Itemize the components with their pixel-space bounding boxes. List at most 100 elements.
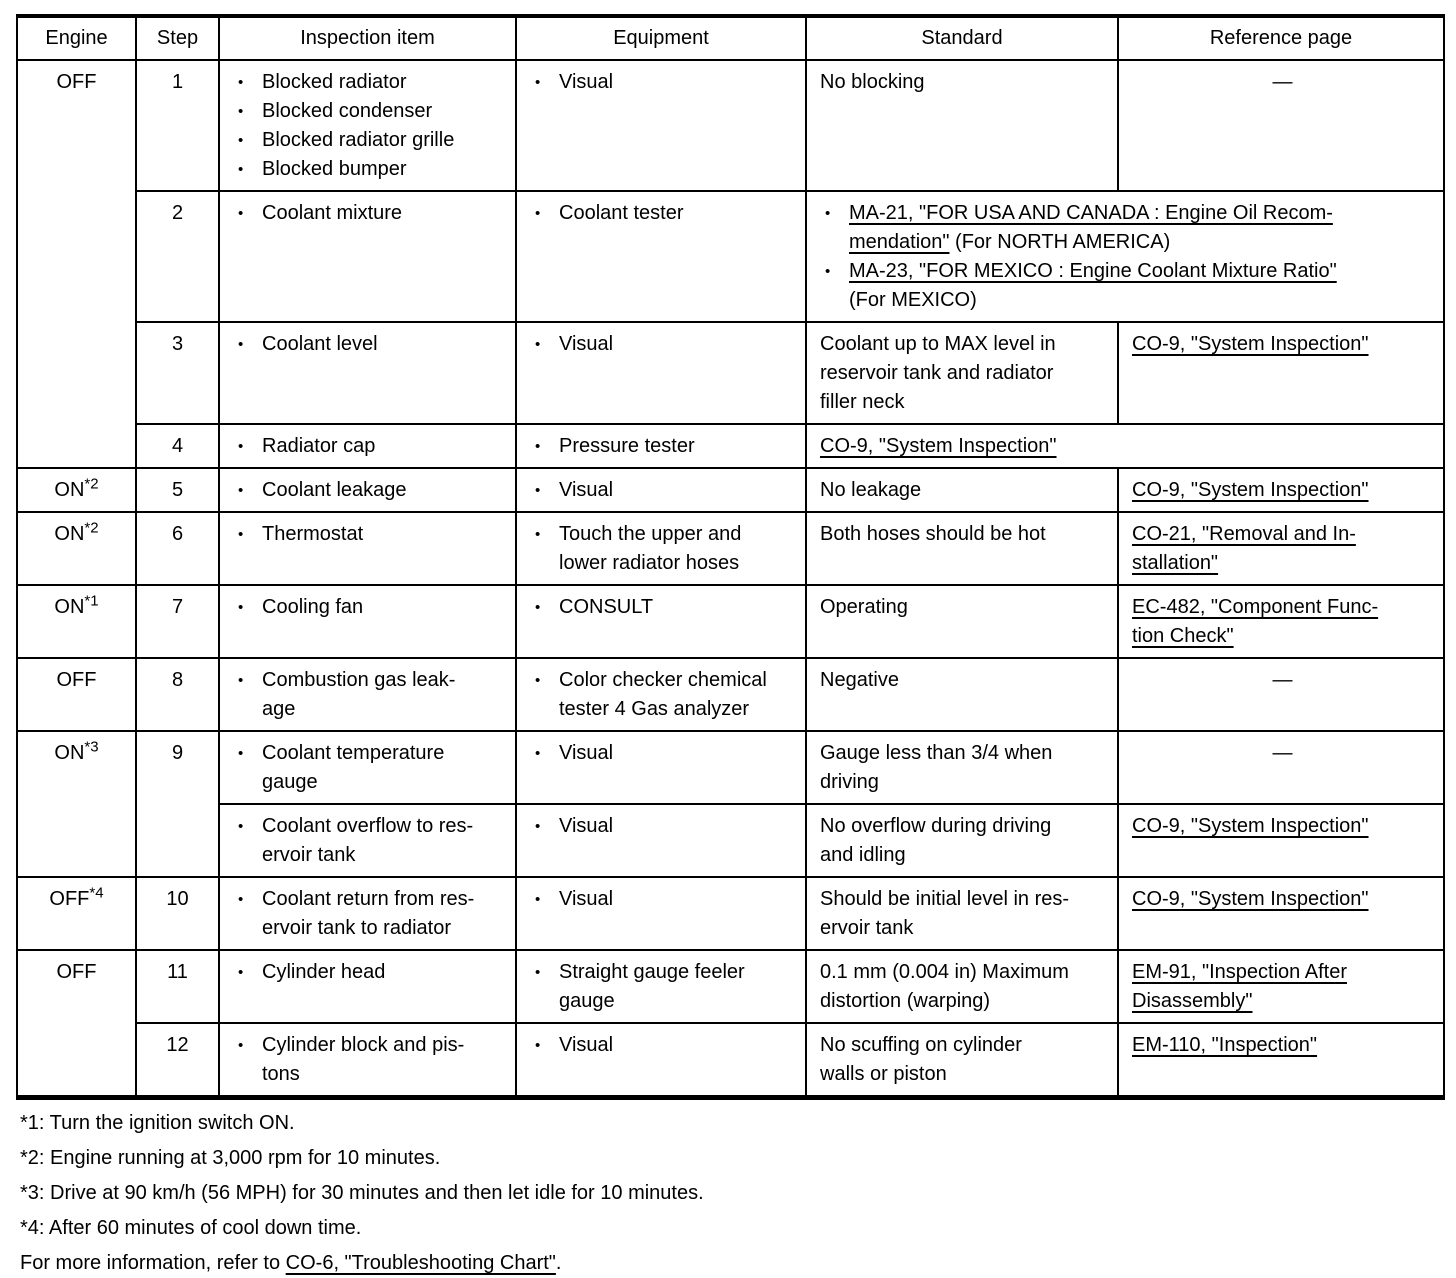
standard-cell: No leakage	[805, 467, 1119, 513]
bullet-text: Coolant mixture	[262, 202, 403, 224]
engine-footnote-marker: *2	[84, 519, 99, 537]
step-cell: 12	[135, 1022, 220, 1099]
reference-text: EM-91, "Inspection After Disassembly"	[1132, 958, 1433, 1016]
engine-state: OFF	[56, 669, 97, 691]
step-number: 6	[171, 523, 184, 545]
step-cell: 1	[135, 59, 220, 192]
step-number: 10	[166, 888, 189, 910]
reference-link[interactable]: EM-91, "Inspection After Disassembly"	[1132, 961, 1347, 1012]
reference-link[interactable]: CO-9, "System Inspection"	[1132, 333, 1369, 355]
table-row: ON*1 7 • Cooling fan • CONSULT Operating EC-482…	[16, 584, 1445, 659]
engine-state: ON	[54, 596, 85, 618]
reference-link[interactable]: CO-6, "Troubleshooting Chart"	[285, 1252, 556, 1274]
text-segment: 0.1 mm (0.004 in) Maximum distortion (wa…	[820, 961, 1069, 1012]
bullet-icon: •	[238, 1037, 244, 1054]
bullet-icon: •	[535, 482, 541, 499]
table-row: OFF 1 • Blocked radiator • Blocked condenser •…	[16, 59, 1445, 469]
equipment-cell: • Visual	[515, 803, 807, 878]
bullet-item: • Blocked radiator	[233, 68, 505, 97]
table-row: 2 • Coolant mixture • Coolant tester • MA-21, …	[17, 190, 1445, 323]
standard-text: Operating	[820, 593, 1107, 622]
equipment-cell: • Straight gauge feeler gauge	[515, 949, 807, 1024]
bullet-text: Coolant tester	[559, 202, 684, 224]
no-reference-dash: —	[1272, 669, 1293, 691]
standard-cell: Gauge less than 3/4 when driving	[805, 730, 1119, 805]
reference-link[interactable]: CO-9, "System Inspection"	[1132, 815, 1369, 837]
inspection-item-cell: • Cooling fan	[218, 584, 517, 659]
table-header: Engine Step Inspection item Equipment Standa…	[16, 15, 1445, 61]
bullet-icon: •	[535, 1037, 541, 1054]
engine-state: OFF	[49, 888, 90, 910]
bullet-item: • Coolant overflow to res- ervoir tank	[233, 812, 505, 870]
standard-text: 0.1 mm (0.004 in) Maximum distortion (wa…	[820, 958, 1107, 1016]
reference-link[interactable]: EM-110, "Inspection"	[1132, 1034, 1318, 1056]
bullet-icon: •	[535, 336, 541, 353]
footnote: *3: Drive at 90 km/h (56 MPH) for 30 min…	[20, 1181, 1443, 1205]
standard-text: No scuffing on cylinder walls or piston	[820, 1031, 1107, 1089]
step-number: 9	[171, 742, 184, 764]
bullet-icon: •	[535, 74, 541, 91]
table-row: 4 • Radiator cap • Pressure tester CO-9, "Sys…	[17, 423, 1445, 469]
reference-link[interactable]: CO-9, "System Inspection"	[820, 435, 1057, 457]
table-row: 3 • Coolant level • Visual Coolant up to MAX …	[17, 321, 1445, 425]
bullet-text: Cylinder head	[262, 961, 386, 983]
bullet-item: • Coolant mixture	[233, 199, 505, 228]
reference-page-cell: EM-110, "Inspection"	[1117, 1022, 1445, 1099]
engine-footnote-marker: *4	[89, 884, 104, 902]
reference-link[interactable]: CO-9, "System Inspection"	[1132, 479, 1369, 501]
reference-page-cell: —	[1117, 730, 1445, 805]
bullet-text: Visual	[559, 815, 614, 837]
table-row: • Coolant overflow to res- ervoir tank • Vi…	[17, 803, 1445, 878]
inspection-table: Engine Step Inspection item Equipment Standa…	[16, 14, 1445, 1100]
reference-page-cell: CO-9, "System Inspection"	[1117, 876, 1445, 951]
bullet-icon: •	[238, 526, 244, 543]
table-row: OFF 11 • Cylinder head • Straight gauge feele…	[16, 949, 1445, 1099]
reference-link[interactable]: EC-482, "Component Func- tion Check"	[1132, 596, 1379, 647]
reference-text: CO-9, "System Inspection"	[1132, 330, 1433, 359]
bullet-item: • Cylinder block and pis- tons	[233, 1031, 505, 1089]
bullet-icon: •	[238, 818, 244, 835]
bullet-item: • Visual	[530, 68, 795, 97]
standard-cell: No blocking	[805, 59, 1119, 192]
reference-link[interactable]: MA-21, "FOR USA AND CANADA : Engine Oil …	[849, 202, 1333, 253]
reference-link[interactable]: CO-9, "System Inspection"	[1132, 888, 1369, 910]
bullet-icon: •	[535, 526, 541, 543]
reference-link[interactable]: MA-23, "FOR MEXICO : Engine Coolant Mixt…	[849, 260, 1337, 282]
bullet-item: • Blocked radiator grille	[233, 126, 505, 155]
text-segment: .	[555, 1252, 562, 1274]
bullet-icon: •	[535, 745, 541, 762]
footnotes: *1: Turn the ignition switch ON. *2: Engi…	[20, 1111, 1443, 1275]
step-cell: 5	[135, 467, 220, 513]
bullet-icon: •	[238, 672, 244, 689]
bullet-icon: •	[535, 205, 541, 222]
table-body: OFF 1 • Blocked radiator • Blocked condenser •…	[16, 59, 1445, 1099]
bullet-icon: •	[238, 745, 244, 762]
bullet-item: • Thermostat	[233, 520, 505, 549]
standard-text: Coolant up to MAX level in reservoir tan…	[820, 330, 1107, 417]
bullet-icon: •	[238, 74, 244, 91]
step-number: 5	[171, 479, 184, 501]
text-segment: *3: Drive at 90 km/h (56 MPH) for 30 min…	[20, 1182, 704, 1204]
bullet-icon: •	[238, 161, 244, 178]
step-cell: 4	[135, 423, 220, 469]
bullet-icon: •	[535, 438, 541, 455]
bullet-text: MA-23, "FOR MEXICO : Engine Coolant Mixt…	[849, 257, 1433, 315]
text-segment: No blocking	[820, 71, 925, 93]
header-row: Engine Step Inspection item Equipment Standa…	[16, 15, 1445, 61]
bullet-item: • MA-23, "FOR MEXICO : Engine Coolant Mix…	[820, 257, 1433, 315]
table-row: ON*3 9 • Coolant temperature gauge • Visual Ga…	[16, 730, 1445, 878]
standard-text: Both hoses should be hot	[820, 520, 1107, 549]
inspection-item-cell: • Coolant overflow to res- ervoir tank	[218, 803, 517, 878]
reference-text: CO-9, "System Inspection"	[1132, 476, 1433, 505]
reference-link[interactable]: CO-21, "Removal and In- stallation"	[1132, 523, 1356, 574]
bullet-text: Thermostat	[262, 523, 364, 545]
bullet-text: Coolant overflow to res- ervoir tank	[262, 815, 474, 866]
step-cell: 6	[135, 511, 220, 586]
bullet-text: CONSULT	[559, 596, 654, 618]
table-row: ON*2 6 • Thermostat • Touch the upper and low…	[16, 511, 1445, 586]
inspection-item-cell: • Radiator cap	[218, 423, 517, 469]
bullet-icon: •	[238, 132, 244, 149]
bullet-icon: •	[238, 336, 244, 353]
bullet-text: Blocked condenser	[262, 100, 433, 122]
